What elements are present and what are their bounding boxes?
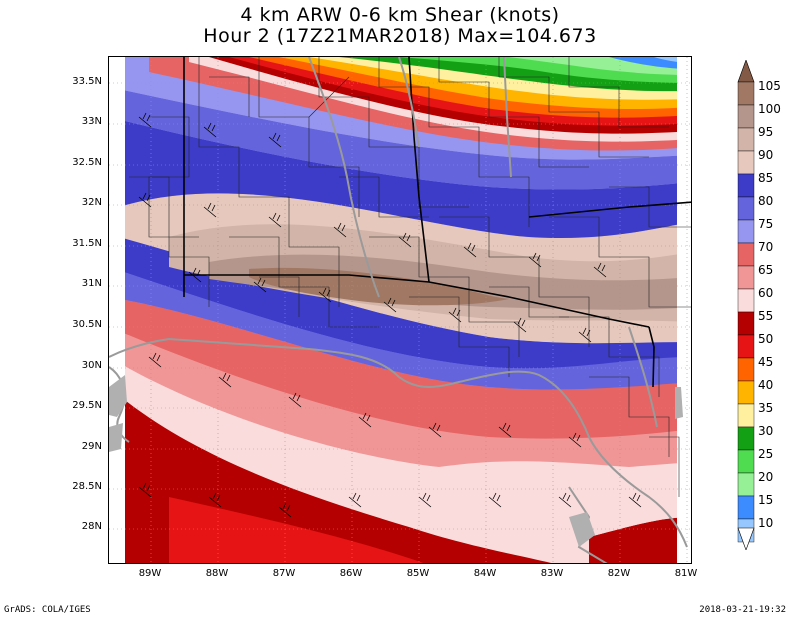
legend-label-50: 50 — [758, 332, 774, 346]
map-subtitle: Hour 2 (17Z21MAR2018) Max=104.673 — [203, 25, 597, 47]
wind-barbs — [138, 112, 642, 518]
legend-box-105 — [737, 81, 755, 106]
legend-box-55 — [737, 311, 755, 336]
lon-label-83w: 83W — [540, 568, 564, 579]
legend-label-20: 20 — [758, 470, 774, 484]
legend-label-95: 95 — [758, 125, 774, 139]
legend-box-35 — [737, 403, 755, 428]
legend-label-105: 105 — [758, 79, 781, 93]
legend-box-75 — [737, 219, 755, 244]
no-data-west — [109, 57, 125, 563]
legend-label-100: 100 — [758, 102, 781, 116]
lat-label-31n: 31N — [81, 278, 102, 289]
legend-boxes — [737, 81, 755, 543]
lon-label-84w: 84W — [473, 568, 497, 579]
fill-105 — [249, 267, 509, 306]
lat-label-28n: 28N — [81, 521, 102, 532]
grads-credit: GrADS: COLA/IGES — [4, 605, 91, 615]
shear-map — [108, 56, 692, 564]
lon-label-87w: 87W — [272, 568, 296, 579]
legend-label-90: 90 — [758, 148, 774, 162]
legend-box-85 — [737, 173, 755, 198]
lon-label-85w: 85W — [406, 568, 430, 579]
fill-85 — [109, 227, 691, 369]
legend-box-40 — [737, 380, 755, 405]
legend-box-95 — [737, 127, 755, 152]
no-data-east — [677, 57, 691, 563]
legend-box-20 — [737, 472, 755, 497]
fill-50 — [169, 497, 424, 563]
legend-box-45 — [737, 357, 755, 382]
legend-box-60 — [737, 288, 755, 313]
legend-box-100 — [737, 104, 755, 129]
fill-85-n — [109, 117, 691, 238]
legend-label-15: 15 — [758, 493, 774, 507]
timestamp: 2018-03-21-19:32 — [699, 605, 786, 615]
lon-label-89w: 89W — [138, 568, 162, 579]
legend-label-25: 25 — [758, 447, 774, 461]
legend-arrow-top — [737, 60, 755, 83]
fill-100 — [209, 254, 691, 310]
lat-label-32n: 32N — [81, 197, 102, 208]
legend-box-65 — [737, 265, 755, 290]
legend-box-80 — [737, 196, 755, 221]
lon-label-82w: 82W — [607, 568, 631, 579]
legend-label-45: 45 — [758, 355, 774, 369]
fill-80 — [109, 267, 691, 390]
state-borders — [183, 57, 691, 388]
legend-label-40: 40 — [758, 378, 774, 392]
fill-55-se — [589, 517, 691, 563]
legend-box-90 — [737, 150, 755, 175]
lat-label-31-5n: 31.5N — [72, 238, 102, 249]
lat-label-29n: 29N — [81, 441, 102, 452]
legend-box-50 — [737, 334, 755, 359]
legend-label-75: 75 — [758, 217, 774, 231]
legend-label-30: 30 — [758, 424, 774, 438]
lon-label-86w: 86W — [339, 568, 363, 579]
legend-arrow-bottom — [737, 527, 755, 550]
lat-label-32-5n: 32.5N — [72, 157, 102, 168]
legend-label-85: 85 — [758, 171, 774, 185]
lon-label-81w: 81W — [674, 568, 698, 579]
map-title: 4 km ARW 0-6 km Shear (knots) — [240, 4, 560, 26]
legend-label-70: 70 — [758, 240, 774, 254]
legend-box-15 — [737, 495, 755, 520]
legend-label-60: 60 — [758, 286, 774, 300]
water-bodies — [109, 375, 683, 547]
lat-label-30-5n: 30.5N — [72, 319, 102, 330]
legend-label-55: 55 — [758, 309, 774, 323]
legend-label-35: 35 — [758, 401, 774, 415]
lat-label-30n: 30N — [81, 360, 102, 371]
color-legend: 105 100 95 90 85 80 75 70 65 60 55 50 45… — [736, 60, 796, 550]
legend-label-65: 65 — [758, 263, 774, 277]
lat-label-28-5n: 28.5N — [72, 481, 102, 492]
legend-label-10: 10 — [758, 516, 774, 530]
lon-label-88w: 88W — [205, 568, 229, 579]
legend-box-25 — [737, 449, 755, 474]
legend-box-70 — [737, 242, 755, 267]
fill-80-n — [109, 87, 691, 190]
lat-label-29-5n: 29.5N — [72, 400, 102, 411]
legend-label-80: 80 — [758, 194, 774, 208]
lat-label-33-5n: 33.5N — [72, 76, 102, 87]
lat-label-33n: 33N — [81, 116, 102, 127]
legend-box-30 — [737, 426, 755, 451]
